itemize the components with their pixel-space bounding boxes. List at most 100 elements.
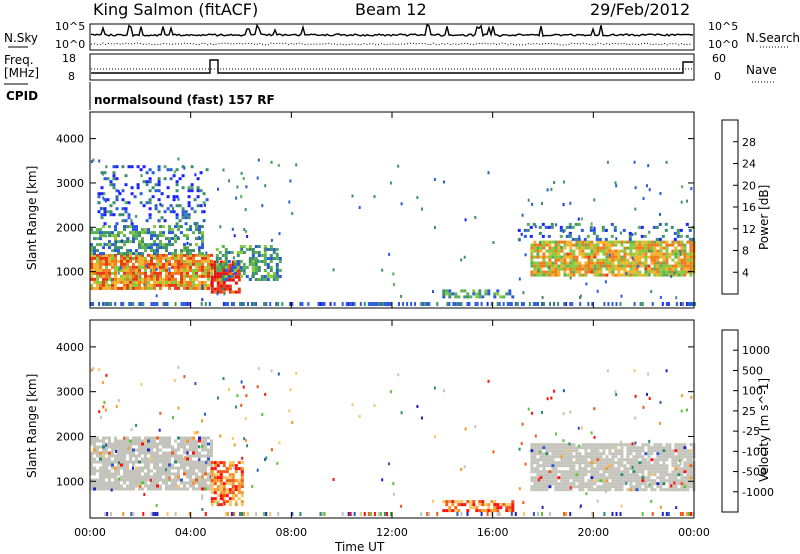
power-cell [689,273,693,277]
power-cell [580,217,583,221]
power-cell [263,302,266,306]
velocity-cell [692,512,694,516]
velocity-cell [668,446,672,450]
power-cell [614,243,618,247]
power-cell [610,222,614,226]
velocity-cell [566,479,570,483]
velocity-cell [102,487,105,491]
velocity-cell [587,446,591,450]
power-cell [138,277,141,281]
power-cell [121,207,125,211]
velocity-cell [662,488,666,492]
velocity-cell [569,443,573,447]
power-cell [199,189,203,193]
velocity-cell [138,466,141,470]
power-cell [590,255,594,259]
power-cell [575,267,579,271]
power-cell [590,252,594,256]
power-cell [677,258,681,262]
power-cell [99,286,102,290]
power-cell [257,158,260,162]
power-cell [194,222,197,226]
power-cell [168,267,171,271]
power-cell [670,225,674,229]
velocity-cell [123,442,126,446]
x-tick-label: 12:00 [376,526,408,539]
power-cell [349,302,352,306]
power-cell [102,196,105,200]
power-cell [551,252,555,256]
power-cell [674,240,678,244]
velocity-cell [541,410,543,414]
velocity-cell [183,472,186,476]
velocity-cell [659,476,663,480]
noise-sky-line [90,23,694,38]
power-cell [177,197,180,201]
velocity-cell [683,479,687,483]
velocity-cell [108,445,111,449]
power-cell [129,268,132,272]
power-cell [659,192,662,195]
power-cell [162,234,165,238]
velocity-cell [420,512,423,516]
velocity-cell [593,443,597,447]
velocity-cell [201,494,204,498]
velocity-cell [153,478,156,482]
power-cell [574,237,578,241]
velocity-cell [186,439,189,443]
power-cell [204,256,207,260]
power-cell [204,302,207,306]
power-cell [204,265,207,269]
velocity-cell [96,478,99,482]
velocity-cell [566,476,570,480]
velocity-cell [590,455,594,459]
power-cell [204,268,207,272]
velocity-cell [242,385,245,389]
power-cell [626,264,630,268]
velocity-cell [177,484,180,488]
velocity-cell [626,455,630,459]
velocity-cell [680,479,684,483]
velocity-cell [132,451,135,455]
power-cell [656,240,660,244]
power-cell [251,302,254,306]
power-cell [605,273,609,277]
velocity-cell [578,488,582,492]
power-cell [508,289,512,293]
power-cell [596,261,600,265]
velocity-cell [186,472,189,476]
power-cell [156,243,159,247]
power-cell [254,257,258,260]
velocity-cell [542,455,546,459]
velocity-cell [141,457,144,461]
velocity-cell [216,494,220,498]
velocity-cell [117,472,120,476]
power-cell [221,263,225,266]
velocity-cell [129,469,132,473]
power-cell [566,252,570,256]
power-cell [611,261,615,265]
power-cell [680,249,684,253]
velocity-cell [566,461,570,465]
power-cell [569,264,573,268]
power-cell [269,269,273,272]
velocity-cell [126,472,129,476]
velocity-cell [162,463,165,467]
power-cell [614,267,618,271]
velocity-cell [590,488,594,492]
velocity-cell [619,440,622,444]
velocity-cell [602,446,606,450]
power-cell [162,277,165,281]
velocity-cell [168,484,171,488]
power-cell [674,255,678,259]
power-cell [466,302,469,306]
power-cell [536,249,540,253]
velocity-cell [673,481,676,485]
power-cell [578,270,582,274]
power-cell [557,255,561,259]
power-cell [213,275,217,279]
velocity-cell [641,458,645,462]
velocity-cell [171,448,174,452]
velocity-cell [539,488,543,492]
power-cell [614,264,618,268]
